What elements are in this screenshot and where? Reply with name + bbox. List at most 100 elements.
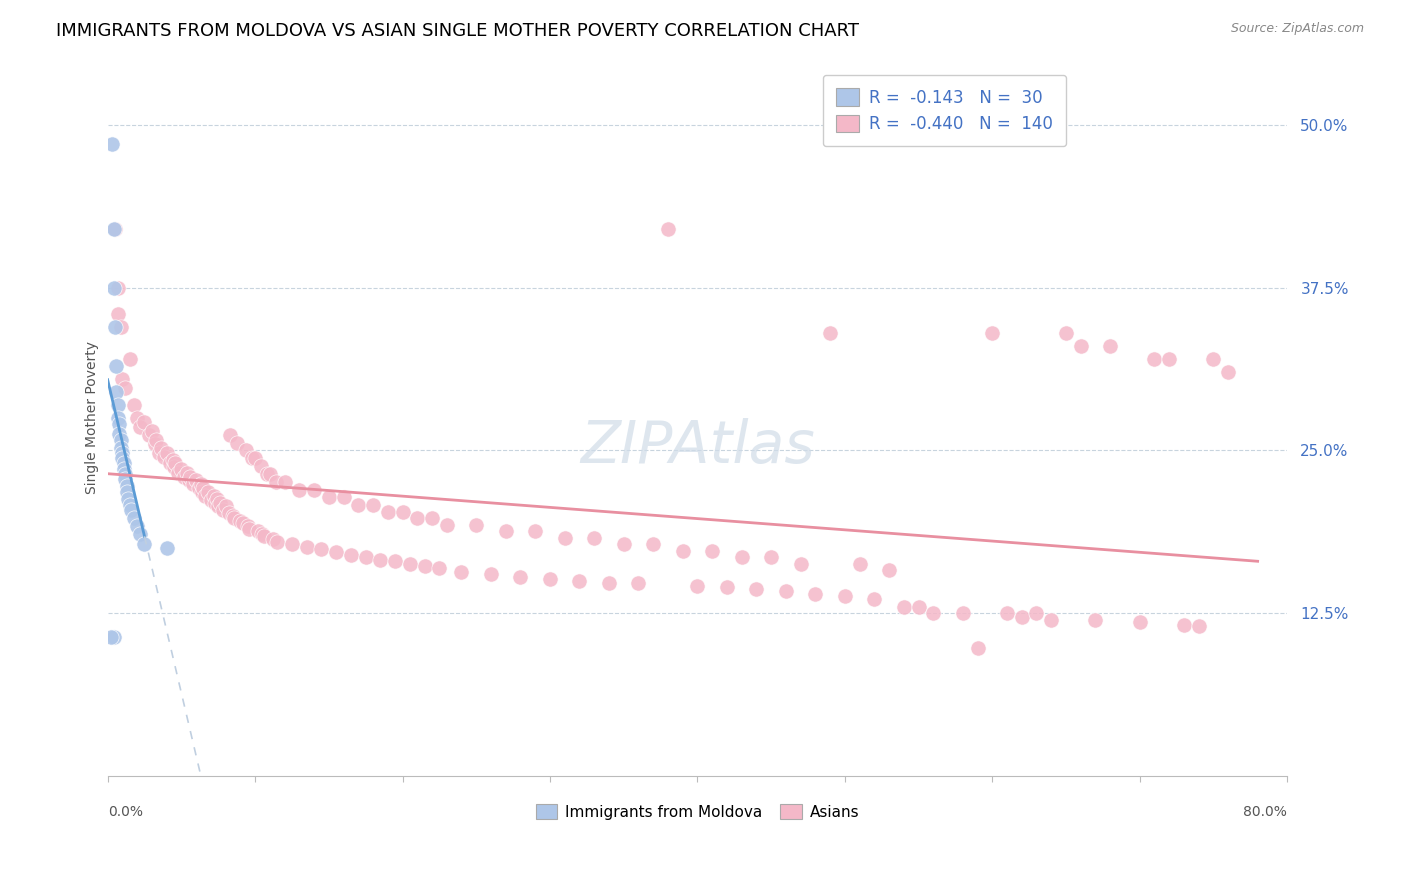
Point: [509, 570, 531, 584]
Point: [716, 580, 738, 594]
Point: [340, 548, 363, 562]
Point: [1218, 365, 1240, 379]
Point: [111, 446, 134, 460]
Point: [1040, 613, 1063, 627]
Point: [436, 517, 458, 532]
Point: [538, 573, 561, 587]
Point: [110, 433, 132, 447]
Point: [302, 483, 325, 497]
Point: [155, 541, 177, 556]
Point: [115, 485, 138, 500]
Point: [202, 489, 225, 503]
Point: [981, 326, 1004, 341]
Point: [818, 326, 841, 341]
Point: [354, 550, 377, 565]
Point: [399, 557, 422, 571]
Point: [643, 537, 665, 551]
Point: [266, 534, 288, 549]
Point: [361, 498, 384, 512]
Point: [1025, 607, 1047, 621]
Point: [179, 469, 201, 483]
Point: [427, 560, 450, 574]
Text: 80.0%: 80.0%: [1243, 805, 1286, 819]
Point: [104, 319, 127, 334]
Point: [247, 524, 270, 539]
Text: IMMIGRANTS FROM MOLDOVA VS ASIAN SINGLE MOTHER POVERTY CORRELATION CHART: IMMIGRANTS FROM MOLDOVA VS ASIAN SINGLE …: [56, 22, 859, 40]
Point: [105, 384, 128, 399]
Point: [108, 426, 131, 441]
Point: [214, 500, 236, 514]
Point: [730, 550, 752, 565]
Point: [370, 553, 392, 567]
Point: [450, 565, 472, 579]
Point: [893, 599, 915, 614]
Point: [238, 522, 260, 536]
Point: [148, 446, 170, 460]
Point: [129, 526, 152, 541]
Point: [155, 446, 177, 460]
Point: [1188, 619, 1211, 633]
Y-axis label: Single Mother Poverty: Single Mother Poverty: [86, 342, 100, 494]
Point: [627, 576, 650, 591]
Point: [479, 567, 502, 582]
Point: [1173, 618, 1195, 632]
Point: [229, 514, 252, 528]
Point: [112, 457, 135, 471]
Point: [568, 574, 591, 588]
Point: [111, 451, 134, 466]
Point: [159, 457, 181, 471]
Point: [952, 607, 974, 621]
Point: [1084, 613, 1107, 627]
Point: [107, 410, 129, 425]
Point: [1099, 339, 1122, 353]
Point: [117, 491, 139, 506]
Point: [377, 505, 399, 519]
Point: [240, 451, 263, 466]
Point: [194, 489, 217, 503]
Point: [745, 582, 768, 596]
Point: [163, 460, 186, 475]
Point: [114, 467, 136, 481]
Point: [110, 319, 132, 334]
Point: [325, 545, 347, 559]
Point: [207, 500, 229, 514]
Point: [224, 511, 246, 525]
Point: [101, 137, 124, 152]
Point: [1054, 326, 1077, 341]
Point: [103, 222, 125, 236]
Point: [236, 519, 259, 533]
Point: [273, 475, 295, 489]
Point: [181, 477, 204, 491]
Point: [1202, 352, 1225, 367]
Point: [384, 554, 406, 568]
Point: [103, 630, 125, 644]
Point: [1129, 615, 1152, 630]
Point: [253, 529, 276, 543]
Point: [775, 584, 797, 599]
Point: [176, 466, 198, 480]
Point: [111, 372, 134, 386]
Point: [162, 452, 184, 467]
Point: [1011, 610, 1033, 624]
Point: [966, 641, 988, 656]
Point: [583, 531, 606, 545]
Point: [295, 540, 318, 554]
Point: [193, 481, 215, 495]
Point: [863, 592, 886, 607]
Point: [200, 492, 222, 507]
Point: [259, 467, 281, 481]
Point: [115, 478, 138, 492]
Point: [495, 524, 517, 539]
Point: [114, 381, 136, 395]
Point: [134, 537, 156, 551]
Point: [250, 459, 273, 474]
Point: [465, 517, 488, 532]
Point: [311, 542, 333, 557]
Point: [598, 576, 620, 591]
Point: [804, 587, 827, 601]
Point: [138, 427, 160, 442]
Point: [108, 417, 131, 432]
Point: [672, 543, 695, 558]
Point: [205, 491, 228, 506]
Point: [129, 420, 152, 434]
